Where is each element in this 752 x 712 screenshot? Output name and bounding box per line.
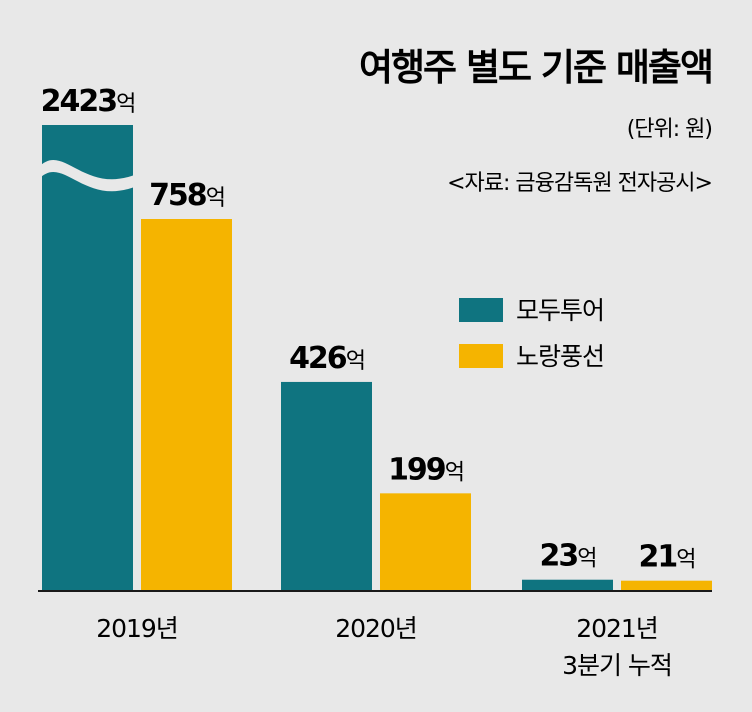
bar-1-0 <box>141 219 232 591</box>
category-label-1-0: 2020년 <box>335 614 417 643</box>
value-label-1-0: 758억 <box>149 178 224 213</box>
category-label-2-1: 3분기 누적 <box>562 651 672 680</box>
chart-title: 여행주 별도 기준 매출액 <box>359 46 712 89</box>
value-label-0-2: 23억 <box>540 539 596 574</box>
bar-0-0 <box>42 125 133 591</box>
bars <box>38 125 712 591</box>
category-label-2-0: 2021년 <box>576 614 658 643</box>
bar-0-2 <box>522 579 613 591</box>
value-label-0-1: 426억 <box>289 341 364 376</box>
category-label-0-0: 2019년 <box>96 614 178 643</box>
value-label-0-0: 2423억 <box>41 84 135 119</box>
source-note: <자료: 금융감독원 전자공시> <box>447 171 712 196</box>
bar-1-2 <box>621 580 712 591</box>
axis-break-mark <box>38 159 137 192</box>
value-label-1-1: 199억 <box>388 452 463 487</box>
legend-swatch-0 <box>459 298 503 322</box>
value-label-1-2: 21억 <box>639 540 695 575</box>
legend-swatch-1 <box>459 344 503 368</box>
bar-0-1 <box>281 381 372 591</box>
x-axis-labels: 2019년 2020년 2021년 3분기 누적 <box>96 614 673 680</box>
legend-label-1: 노랑풍선 <box>516 342 604 371</box>
bar-1-1 <box>380 493 471 591</box>
value-labels: 2423억 426억 23억 758억 199억 21억 <box>41 84 697 575</box>
unit-note: (단위: 원) <box>627 117 712 142</box>
legend-label-0: 모두투어 <box>516 296 604 325</box>
